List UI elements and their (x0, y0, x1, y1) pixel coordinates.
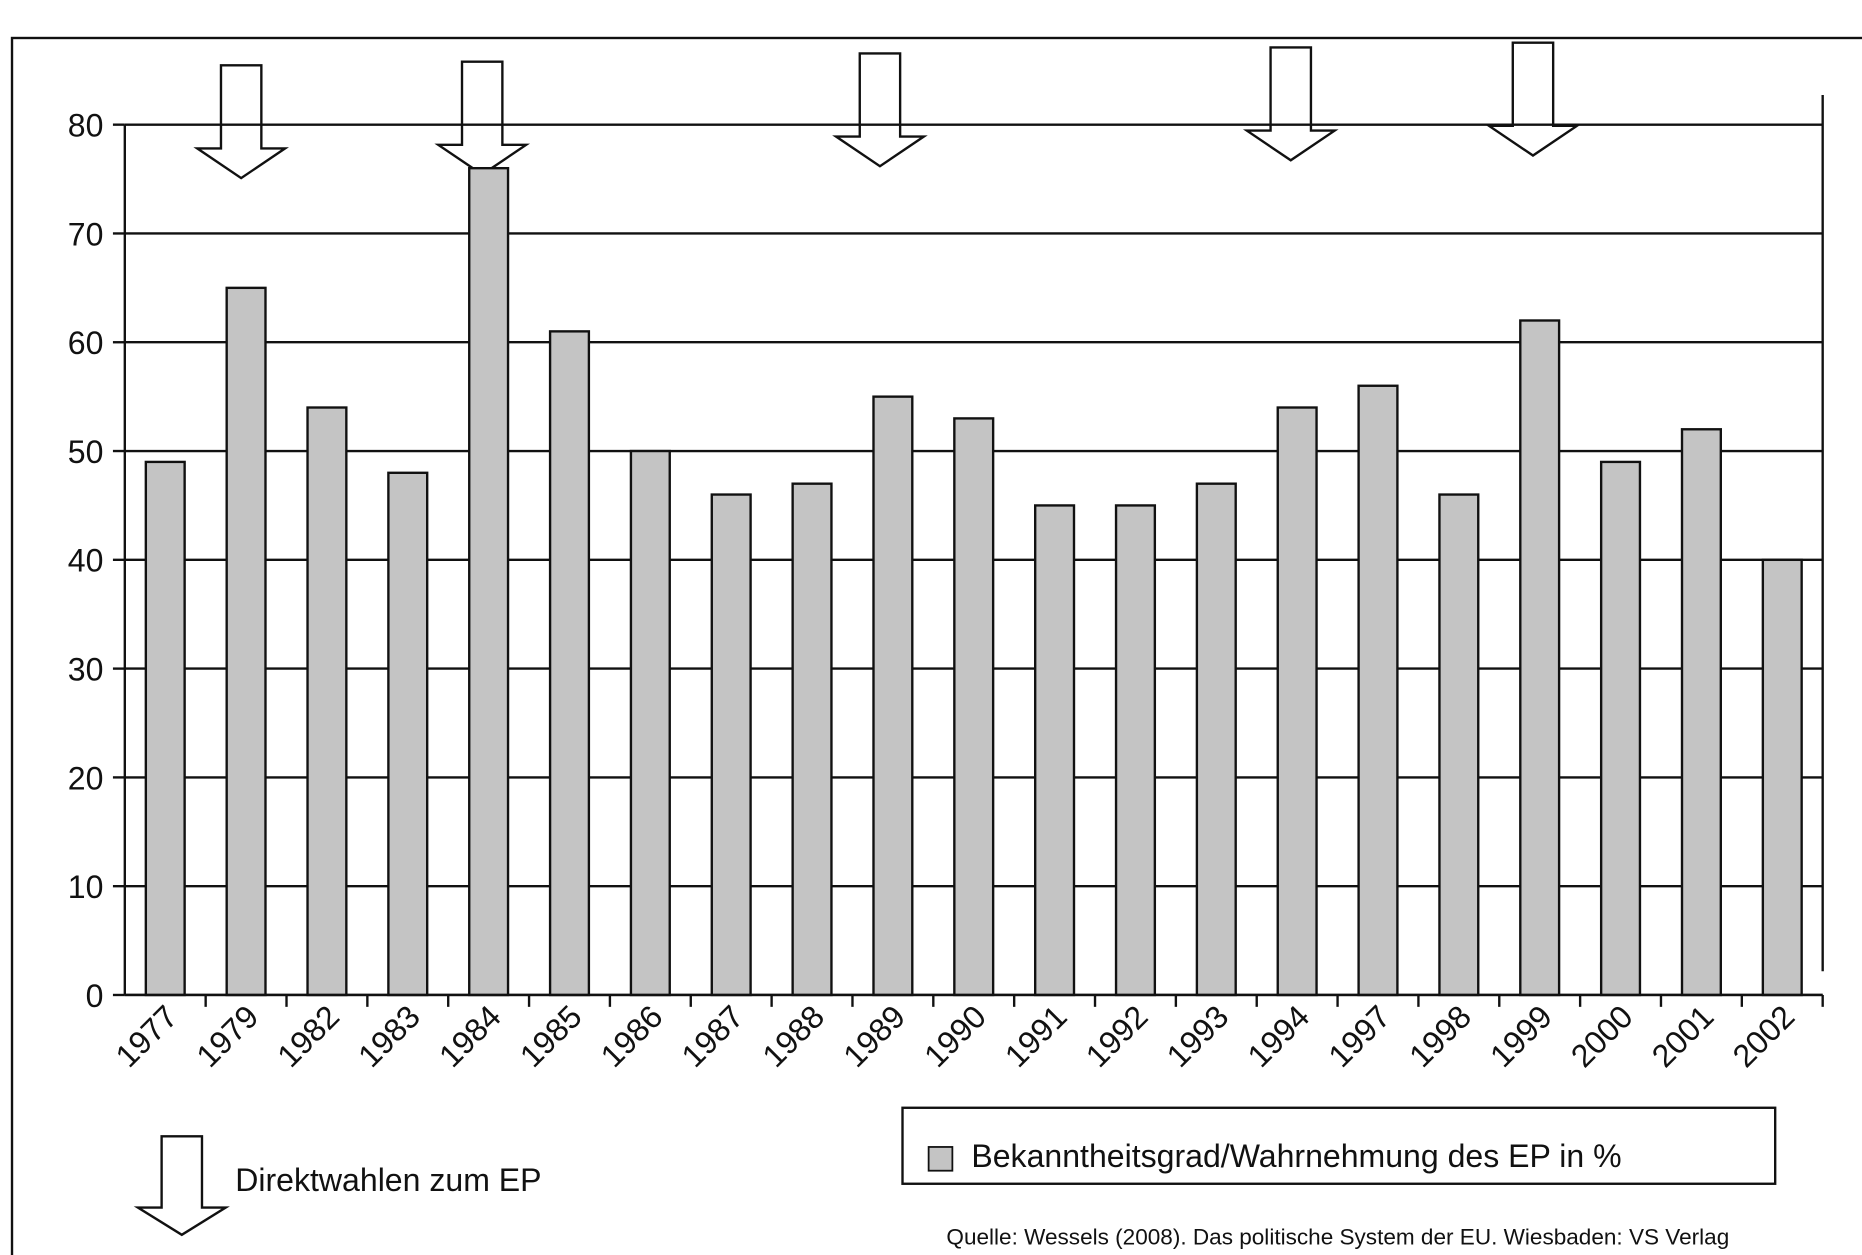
arrow (1242, 46, 1339, 162)
y-tick-label: 60 (68, 325, 104, 361)
bar (1034, 504, 1076, 997)
bar (872, 395, 914, 997)
arrow (832, 52, 928, 168)
bar (1438, 493, 1480, 997)
legend-arrow (133, 1135, 230, 1237)
x-tick-label: 1993 (1160, 998, 1236, 1074)
x-tick-label: 1984 (432, 998, 508, 1074)
arrow (434, 60, 531, 176)
x-tick-label: 1987 (675, 998, 751, 1074)
bar (548, 330, 591, 997)
bar (306, 406, 348, 997)
y-tick-label: 70 (68, 216, 104, 252)
bar (629, 449, 671, 997)
x-tick-label: 1986 (594, 998, 670, 1074)
bar (468, 166, 510, 997)
bar (710, 493, 752, 997)
x-tick-label: 1998 (1402, 998, 1478, 1074)
bar (144, 460, 186, 997)
bar (1114, 504, 1157, 997)
x-tick-label: 1989 (836, 998, 912, 1074)
frame (10, 36, 1862, 1255)
x-tick-label: 1982 (270, 998, 346, 1074)
legend-label: Bekanntheitsgrad/Wahrnehmung des EP in % (971, 1138, 1621, 1174)
bar (1357, 384, 1399, 997)
bar (953, 417, 995, 997)
bar (1599, 460, 1642, 997)
y-tick-label: 10 (68, 869, 104, 905)
y-tick-label: 0 (86, 978, 104, 1014)
x-tick-label: 1999 (1483, 998, 1559, 1074)
bar (1680, 428, 1722, 997)
x-tick-label: 1985 (513, 998, 589, 1074)
x-tick-label: 1992 (1079, 998, 1155, 1074)
legend (901, 1106, 1777, 1185)
x-tick-label: 1977 (109, 998, 185, 1074)
x-tick-label: 1991 (998, 998, 1074, 1074)
y-tick-label: 20 (68, 760, 104, 796)
x-tick-label: 1988 (755, 998, 831, 1074)
x-tick-label: 2000 (1564, 998, 1640, 1074)
bar (387, 471, 429, 997)
bar (1519, 319, 1561, 997)
bar (791, 482, 833, 997)
arrow (193, 64, 289, 180)
election-arrows (133, 41, 1581, 1237)
bar (1276, 406, 1318, 997)
arrow (1485, 41, 1581, 157)
x-tick-label: 1983 (351, 998, 427, 1074)
x-tick-label: 1979 (189, 998, 265, 1074)
legend-swatch (927, 1146, 954, 1172)
x-tick-label: 2002 (1726, 998, 1802, 1074)
x-tick-label: 1994 (1240, 998, 1316, 1074)
y-tick-label: 80 (68, 108, 104, 144)
annotation: Direktwahlen zum EP (235, 1162, 541, 1198)
source: Quelle: Wessels (2008). Das politische S… (946, 1224, 1729, 1249)
bar (225, 286, 267, 997)
y-tick-label: 40 (68, 543, 104, 579)
x-tick-label: 2001 (1645, 998, 1721, 1074)
x-tick-label: 1990 (917, 998, 993, 1074)
x-tick-label: 1997 (1321, 998, 1397, 1074)
bar (1761, 558, 1803, 997)
y-tick-label: 30 (68, 651, 104, 687)
bar (1195, 482, 1237, 997)
y-tick-label: 50 (68, 434, 104, 470)
